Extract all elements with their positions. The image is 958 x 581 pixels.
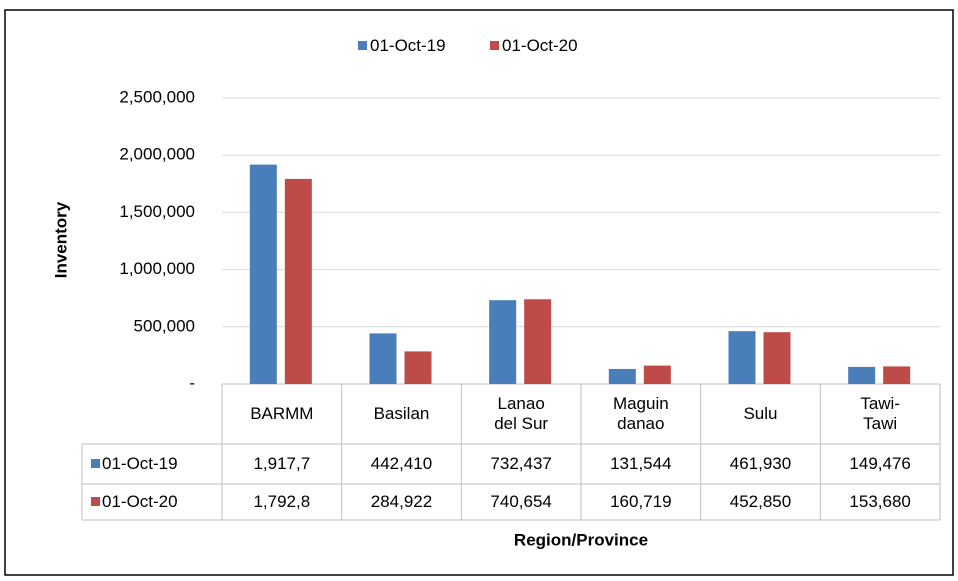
legend-key xyxy=(490,41,499,50)
y-tick-label: 500,000 xyxy=(134,316,195,335)
table-value: 149,476 xyxy=(849,454,911,473)
bar xyxy=(608,368,636,384)
table-value: 153,680 xyxy=(849,492,911,511)
table-value: 131,544 xyxy=(610,454,672,473)
y-tick-label: - xyxy=(189,373,195,392)
bar xyxy=(404,351,432,384)
bar xyxy=(763,332,791,384)
category-label: Sulu xyxy=(743,404,778,423)
table-value: 740,654 xyxy=(490,492,552,511)
table-legend-key xyxy=(91,497,100,506)
category-label: Lanao del Sur xyxy=(494,394,549,433)
category-label: Basilan xyxy=(373,404,430,423)
bar xyxy=(883,366,911,384)
table-value: 452,850 xyxy=(729,492,792,511)
bar xyxy=(643,365,671,384)
legend-label: 01-Oct-20 xyxy=(502,36,578,55)
table-value: 1,792,8 xyxy=(253,492,311,511)
bar xyxy=(249,164,277,384)
y-tick-label: 2,500,000 xyxy=(119,87,195,106)
table-value: 732,437 xyxy=(490,454,552,473)
table-legend-key xyxy=(91,459,100,468)
table-value: 461,930 xyxy=(729,454,792,473)
category-label: Tawi- Tawi xyxy=(860,394,900,433)
table-value: 442,410 xyxy=(370,454,433,473)
bar xyxy=(369,333,397,384)
frame xyxy=(4,9,954,576)
y-tick-label: 1,000,000 xyxy=(119,259,195,278)
legend-label: 01-Oct-19 xyxy=(370,36,446,55)
y-axis-label: Inventory xyxy=(51,201,70,278)
bar xyxy=(284,178,312,384)
table-value: 284,922 xyxy=(370,492,433,511)
category-label: BARMM xyxy=(250,404,314,423)
bar xyxy=(524,299,552,384)
bar xyxy=(848,366,876,384)
table-series-label: 01-Oct-19 xyxy=(102,454,178,473)
table-value: 160,719 xyxy=(610,492,672,511)
table-series-label: 01-Oct-20 xyxy=(102,492,178,511)
x-axis-label: Region/Province xyxy=(514,530,648,549)
bar xyxy=(489,300,517,384)
category-label: Maguin danao xyxy=(612,394,669,433)
legend-key xyxy=(358,41,367,50)
y-tick-label: 1,500,000 xyxy=(119,202,195,221)
bar xyxy=(728,331,756,384)
y-tick-label: 2,000,000 xyxy=(119,145,195,164)
table-value: 1,917,7 xyxy=(253,454,311,473)
